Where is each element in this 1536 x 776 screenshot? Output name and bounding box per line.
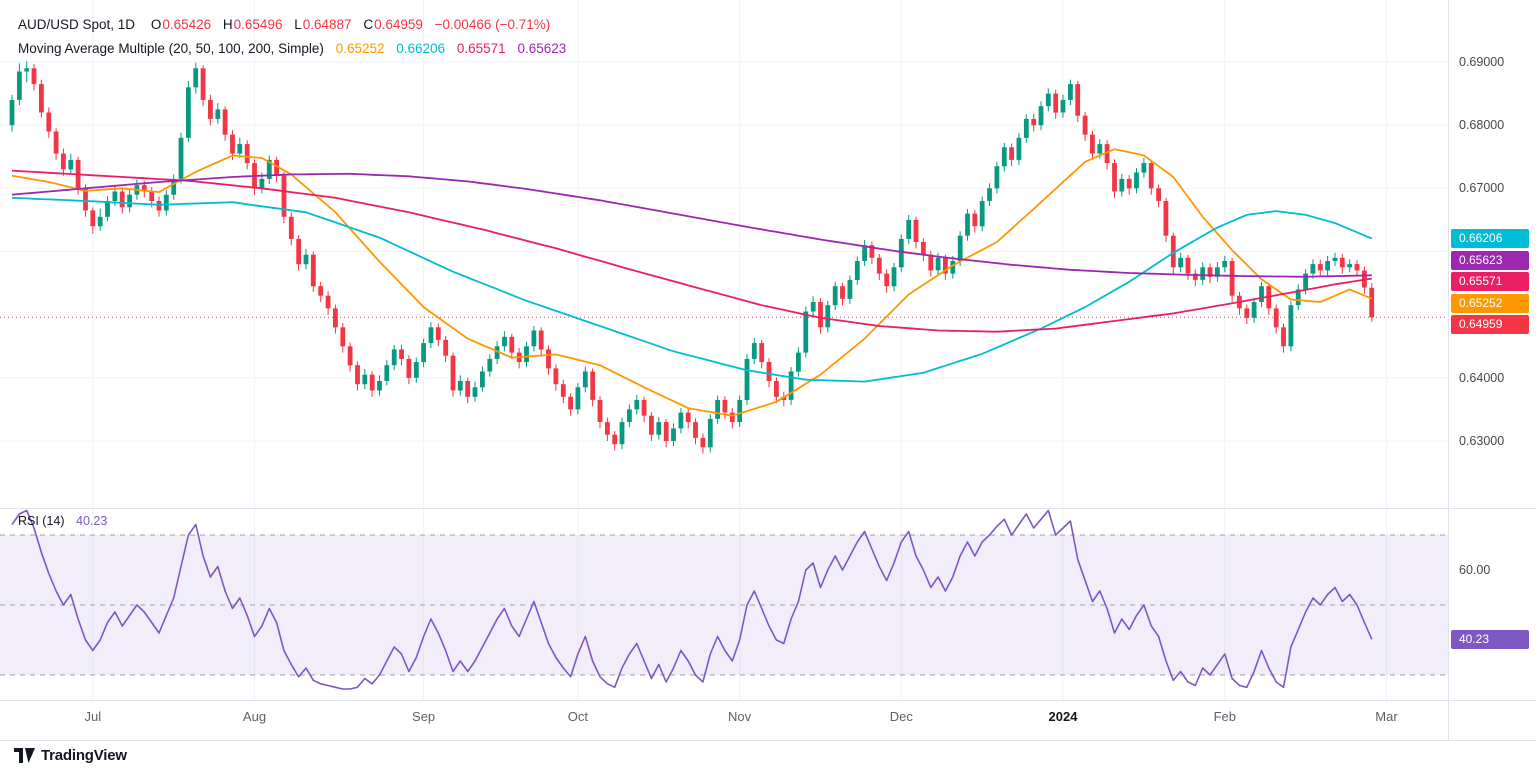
symbol-legend-row[interactable]: AUD/USD Spot, 1D O0.65426 H0.65496 L0.64… bbox=[18, 13, 566, 37]
ma50-value: 0.66206 bbox=[396, 41, 446, 56]
price-tick-label: 0.68000 bbox=[1459, 118, 1505, 133]
price-badge: 0.66206 bbox=[1451, 228, 1529, 248]
price-scale[interactable]: 0.69000 0.68000 0.67000 0.64000 0.63000 0.662… bbox=[1449, 0, 1536, 740]
high-value: 0.65496 bbox=[233, 17, 283, 32]
price-tick-label: 0.64000 bbox=[1459, 370, 1505, 385]
open-value: 0.65426 bbox=[162, 17, 212, 32]
time-axis[interactable]: Jul Aug Sep Oct Nov Dec 2024 Feb Mar bbox=[0, 700, 1448, 740]
ma-indicator-label[interactable]: Moving Average Multiple (20, 50, 100, 20… bbox=[18, 41, 324, 56]
close-value: 0.64959 bbox=[374, 17, 423, 32]
symbol-title[interactable]: AUD/USD Spot, 1D bbox=[18, 17, 136, 32]
time-tick-label: Aug bbox=[242, 709, 267, 724]
price-badge: 0.65252 bbox=[1451, 293, 1529, 313]
ma-legend-row[interactable]: Moving Average Multiple (20, 50, 100, 20… bbox=[18, 37, 566, 61]
high-label: H bbox=[222, 17, 233, 32]
axis-separator bbox=[0, 700, 1536, 701]
price-badge: 0.65571 bbox=[1451, 272, 1529, 292]
time-tick-label: 2024 bbox=[1048, 709, 1078, 724]
footer: TradingView bbox=[14, 743, 127, 767]
low-value: 0.64887 bbox=[302, 17, 352, 32]
change-value: −0.00466 (−0.71%) bbox=[434, 17, 551, 32]
price-badge: 0.64959 bbox=[1451, 315, 1529, 335]
price-tick-label: 0.67000 bbox=[1459, 181, 1505, 196]
low-label: L bbox=[294, 17, 302, 32]
ma200-value: 0.65623 bbox=[517, 41, 567, 56]
tradingview-logo[interactable]: TradingView bbox=[14, 747, 127, 764]
price-pane[interactable] bbox=[0, 0, 1448, 508]
price-badge: 0.65623 bbox=[1451, 250, 1529, 270]
price-tick-label: 0.69000 bbox=[1459, 55, 1505, 69]
rsi-pane[interactable] bbox=[0, 508, 1448, 700]
time-tick-label: Nov bbox=[728, 709, 752, 724]
tradingview-logo-icon bbox=[14, 747, 35, 763]
footer-separator bbox=[0, 740, 1536, 741]
rsi-indicator-label[interactable]: RSI (14) bbox=[18, 514, 65, 528]
legend: AUD/USD Spot, 1D O0.65426 H0.65496 L0.64… bbox=[18, 13, 566, 61]
rsi-tick-label: 60.00 bbox=[1459, 563, 1491, 577]
time-tick-label: Mar bbox=[1375, 709, 1398, 724]
time-tick-label: Oct bbox=[567, 709, 589, 724]
open-label: O bbox=[150, 17, 162, 32]
time-tick-label: Dec bbox=[889, 709, 913, 724]
ma20-value: 0.65252 bbox=[335, 41, 385, 56]
rsi-legend-row[interactable]: RSI (14) 40.23 bbox=[18, 514, 107, 528]
pane-separator[interactable] bbox=[0, 508, 1536, 509]
ma100-value: 0.65571 bbox=[456, 41, 506, 56]
tradingview-logo-text: TradingView bbox=[41, 746, 127, 764]
time-tick-label: Feb bbox=[1213, 709, 1236, 724]
close-label: C bbox=[363, 17, 374, 32]
time-tick-label: Sep bbox=[412, 709, 436, 724]
scale-separator bbox=[1448, 0, 1449, 740]
rsi-value: 40.23 bbox=[76, 514, 108, 528]
rsi-badge: 40.23 bbox=[1451, 629, 1529, 649]
price-tick-label: 0.63000 bbox=[1459, 434, 1505, 448]
time-tick-label: Jul bbox=[84, 709, 102, 724]
